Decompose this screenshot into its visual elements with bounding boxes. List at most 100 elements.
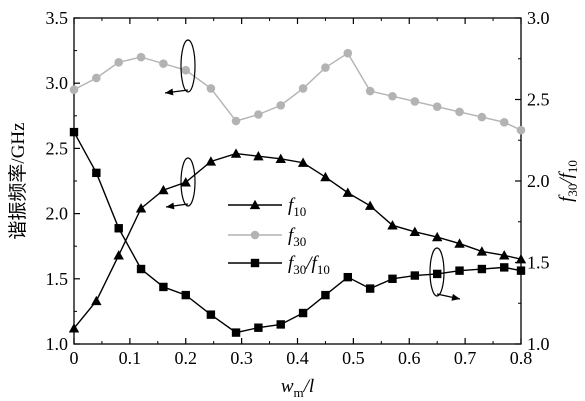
data-point [206,310,216,319]
data-point [388,274,397,283]
data-point [321,290,330,300]
data-point [276,320,285,329]
data-point [159,59,168,68]
y-left-axis-title: 谐振频率/GHz [7,122,29,239]
annotation-arrowhead [166,202,175,210]
data-point [297,157,309,167]
data-point [387,220,398,230]
data-point [516,125,526,135]
annotation-layer [164,39,461,301]
x-tick-label: 0.3 [230,348,253,368]
data-point [181,65,191,75]
data-point [180,177,191,187]
data-point [410,97,420,106]
data-point [231,116,241,126]
x-tick-label: 0.5 [342,348,365,368]
data-point [253,151,264,161]
data-point [477,264,487,274]
data-point [92,73,101,83]
y-left-tick-label: 1.5 [46,269,69,289]
data-point [91,295,102,306]
data-point [113,250,124,260]
data-point [364,200,376,210]
legend-label: f30 [288,225,306,249]
annotation-ratio [429,247,461,301]
annotation-ellipse [180,39,196,93]
legend-entry: f10 [228,195,306,219]
data-point [477,112,487,122]
data-point [454,238,465,248]
data-point [432,102,442,111]
y-left-tick-label: 3.5 [46,8,69,28]
data-point [205,156,217,166]
data-point [159,282,168,292]
data-point [432,269,442,279]
y-right-tick-label: 2.5 [527,90,550,110]
axis-titles: wm/l 谐振频率/GHz f30/f10 [7,122,580,400]
y-right-tick-label: 1.0 [527,334,550,354]
data-point [136,52,146,62]
data-point [410,271,420,280]
data-point [230,148,242,158]
legend-marker [250,230,260,240]
data-point [320,171,331,182]
data-point [69,127,79,137]
y-right-tick-label: 3.0 [527,8,550,28]
data-point [343,272,352,282]
data-point [114,58,123,67]
y-left-tick-label: 1.0 [46,334,69,354]
data-point [455,107,464,117]
data-point [231,328,241,337]
data-point [158,184,169,195]
data-point [431,231,443,242]
series-circle [69,48,526,135]
x-tick-label: 0.2 [175,348,198,368]
data-point [135,203,147,213]
data-point [92,168,101,178]
data-point [500,263,509,272]
data-point [476,246,488,256]
x-axis-title: wm/l [281,376,314,400]
data-point [298,308,308,318]
data-point [136,264,146,274]
y-left-tick-label: 2.5 [46,138,69,158]
x-tick-label: 0.6 [398,348,421,368]
data-point [206,84,216,93]
data-point [276,101,286,110]
data-point [365,86,375,96]
data-point [68,323,80,333]
y-right-tick-label: 1.5 [527,253,550,273]
data-point [388,91,397,101]
series-square [69,127,526,337]
legend-entry: f30 [228,225,306,249]
y-right-tick-label: 2.0 [527,171,550,191]
y-left-tick-label: 2.0 [46,204,69,224]
data-point [69,85,79,95]
series-triangle [68,148,527,333]
annotation-arrowhead [165,88,174,96]
data-point [181,290,190,300]
data-point [342,187,353,197]
axes: 0 0.1 0.2 0.3 0.4 0.5 0.6 0.7 0.81.01.52.02.53.0… [46,8,550,368]
data-point [298,84,308,93]
x-tick-label: 0.1 [119,348,142,368]
data-point [409,226,421,237]
series-layer [68,48,527,337]
x-tick-label: 0 [70,348,79,368]
data-point [275,153,286,163]
y-left-tick-label: 3.0 [46,73,69,93]
legend-marker [249,199,261,210]
data-point [365,284,375,293]
data-point [499,118,509,127]
x-tick-label: 0.4 [286,348,309,368]
legend-marker [250,258,260,268]
annotation-f30 [164,39,196,96]
data-point [515,254,527,264]
data-point [254,323,263,332]
annotation-ellipse [180,157,196,207]
annotation-arrowhead [451,293,460,301]
legend-label: f10 [288,195,306,219]
data-point [254,110,263,119]
legend-label: f30/f10 [288,253,330,277]
